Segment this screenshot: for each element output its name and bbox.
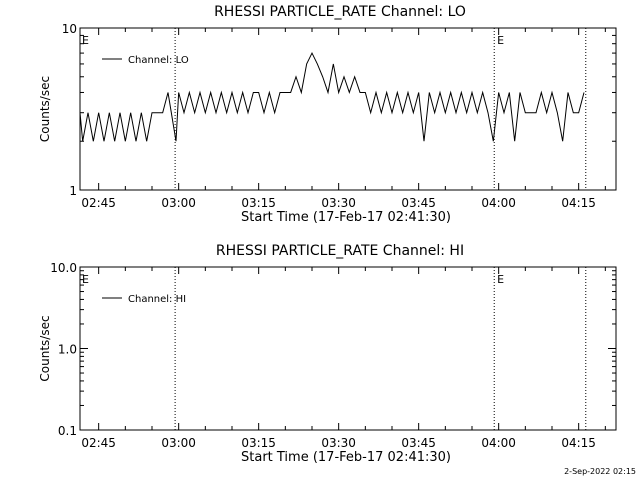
chart-0-x-axis-label: Start Time (17-Feb-17 02:41:30) xyxy=(241,210,451,225)
chart-1-event-label: E xyxy=(82,273,89,286)
chart-0-event-label: E xyxy=(497,34,504,47)
chart-0-series-line xyxy=(79,51,585,142)
chart-0-x-tick-label: 02:45 xyxy=(81,196,116,210)
chart-0-y-axis-label: Counts/sec xyxy=(38,76,52,142)
chart-1-x-tick-label: 04:15 xyxy=(561,436,596,450)
chart-1-x-tick-label: 03:15 xyxy=(241,436,276,450)
chart-1-title: RHESSI PARTICLE_RATE Channel: HI xyxy=(216,243,464,259)
chart-0-event-label: E xyxy=(82,34,89,47)
chart-1-x-tick-label: 03:00 xyxy=(161,436,196,450)
chart-1-x-tick-label: 03:30 xyxy=(321,436,356,450)
chart-1-x-tick-label: 03:45 xyxy=(401,436,436,450)
lo-channel-panel: RHESSI PARTICLE_RATE Channel: LO 02:45 03:… xyxy=(38,4,617,225)
chart-1-plot-frame xyxy=(79,266,617,431)
chart-0-x-tick-label: 04:00 xyxy=(481,196,516,210)
chart-1-x-axis-label: Start Time (17-Feb-17 02:41:30) xyxy=(241,450,451,465)
chart-1-legend-label: Channel: HI xyxy=(128,294,186,305)
chart-0-y-tick-label: 1 xyxy=(69,184,77,198)
chart-1-y-axis-label: Counts/sec xyxy=(38,315,52,381)
chart-1-y-tick-label: 1.0 xyxy=(58,343,77,357)
date-stamp: 2-Sep-2022 02:15 xyxy=(564,467,636,476)
chart-1-y-tick-label: 10.0 xyxy=(50,261,77,275)
chart-0-y-tick-label: 10 xyxy=(62,22,77,36)
chart-1-event-label: E xyxy=(497,273,504,286)
chart-0-plot-frame xyxy=(79,27,617,191)
chart-0-x-tick-label: 03:15 xyxy=(241,196,276,210)
chart-0-title: RHESSI PARTICLE_RATE Channel: LO xyxy=(214,4,466,20)
chart-0-x-tick-label: 04:15 xyxy=(561,196,596,210)
chart-0-x-tick-label: 03:00 xyxy=(161,196,196,210)
chart-0-legend-label: Channel: LO xyxy=(128,55,189,66)
chart-1-y-tick-label: 0.1 xyxy=(58,424,77,438)
chart-0-x-tick-label: 03:45 xyxy=(401,196,436,210)
chart-0-x-tick-label: 03:30 xyxy=(321,196,356,210)
chart-1-x-tick-label: 04:00 xyxy=(481,436,516,450)
chart-1-x-tick-label: 02:45 xyxy=(81,436,116,450)
hi-channel-panel: RHESSI PARTICLE_RATE Channel: HI 02:45 03:… xyxy=(38,243,617,465)
